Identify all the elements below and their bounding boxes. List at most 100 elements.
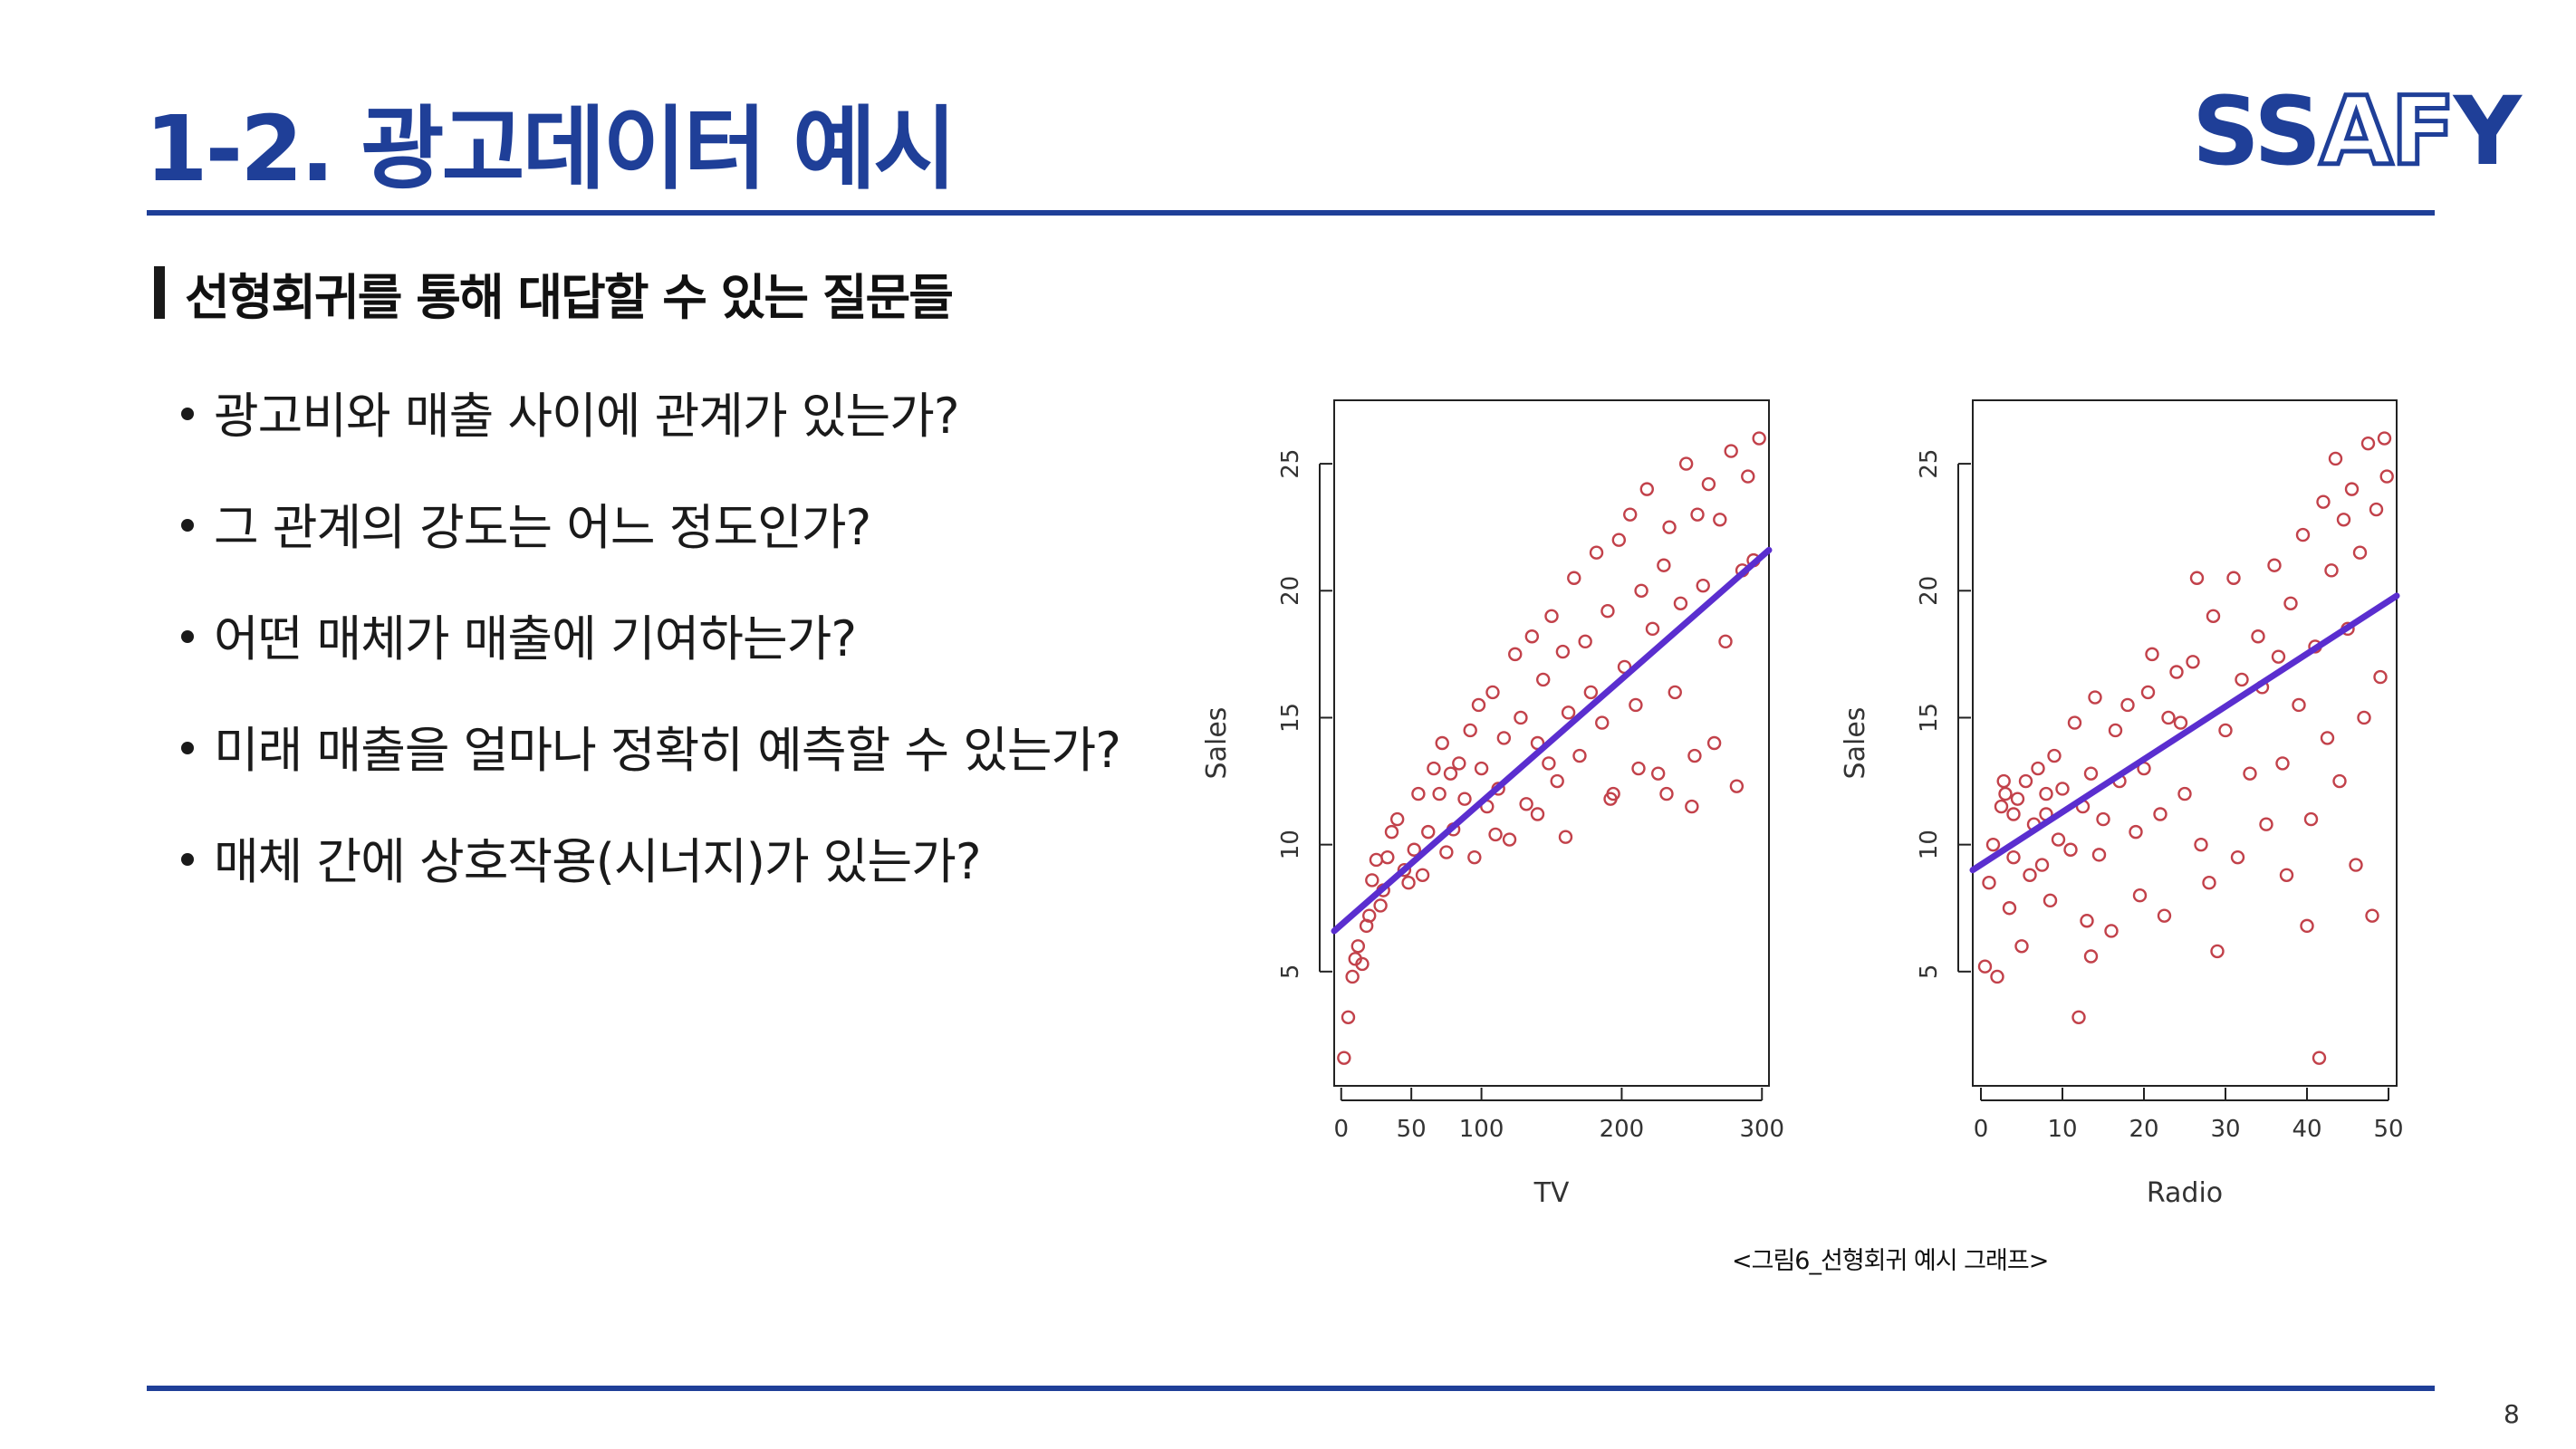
chart1-data-point xyxy=(1572,748,1587,763)
chart1-data-point xyxy=(1488,827,1503,842)
chart1-y-axis-label: Sales xyxy=(1201,707,1233,780)
chart2-data-point xyxy=(1977,959,1993,974)
subheading-text: 선형회귀를 통해 대답할 수 있는 질문들 xyxy=(185,268,954,326)
chart2-data-point xyxy=(1985,837,2001,852)
chart1-data-point xyxy=(1555,644,1571,659)
chart1-data-point xyxy=(1631,761,1646,776)
chart2-data-point xyxy=(2283,596,2298,610)
footer-divider xyxy=(147,1386,2435,1391)
chart2-data-point xyxy=(2096,811,2110,827)
chart2-data-point xyxy=(2235,672,2249,687)
chart1-data-point xyxy=(1502,832,1517,847)
chart1-x-tick-label: 0 xyxy=(1333,1116,1349,1143)
chart2-data-point xyxy=(2006,849,2021,865)
chart1-data-point xyxy=(1345,969,1360,984)
chart2-data-point xyxy=(2083,766,2099,781)
chart1-data-point xyxy=(1411,786,1426,801)
question-text: 매체 간에 상호작용(시너지)가 있는가? xyxy=(214,833,981,890)
bullet-dot-icon xyxy=(181,630,194,644)
chart2-data-point xyxy=(2243,766,2257,781)
chart2-data-point xyxy=(2357,710,2371,725)
chart2-data-point xyxy=(2271,649,2286,664)
chart2-data-point xyxy=(2344,482,2360,496)
chart1-data-point xyxy=(1373,898,1388,913)
chart2-data-point xyxy=(2010,792,2025,806)
logo-text-part2: AF xyxy=(2318,76,2458,187)
chart2-data-point xyxy=(2006,807,2021,821)
chart1-data-point xyxy=(1673,596,1688,610)
chart2-data-point xyxy=(2360,436,2376,451)
chart2-x-tick-label: 20 xyxy=(2129,1116,2158,1143)
chart2-data-point xyxy=(2320,731,2335,745)
chart1-y-tick-label: 10 xyxy=(1277,830,1304,859)
chart1-data-point xyxy=(1463,723,1477,738)
chart2-data-point xyxy=(2300,918,2314,934)
chart1-data-point xyxy=(1407,842,1421,857)
chart1-data-point xyxy=(1634,583,1648,598)
chart2-data-point xyxy=(2018,773,2033,789)
chart2-x-tick-label: 10 xyxy=(2047,1116,2077,1143)
chart1-data-point xyxy=(1668,685,1682,700)
chart1-data-point xyxy=(1401,876,1416,890)
chart2-y-tick-label: 10 xyxy=(1916,830,1943,859)
chart2-data-point xyxy=(2080,914,2094,928)
chart1-data-point xyxy=(1355,956,1370,972)
chart2-x-tick-label: 40 xyxy=(2292,1116,2321,1143)
chart1-data-point xyxy=(1452,756,1466,771)
chart2-data-point xyxy=(2275,756,2290,771)
chart2-data-point xyxy=(2067,715,2082,730)
chart2-data-point xyxy=(2328,451,2343,466)
chart1-data-point xyxy=(1397,862,1412,878)
chart1-data-point xyxy=(1687,748,1702,763)
question-text: 어떤 매체가 매출에 기여하는가? xyxy=(214,610,857,667)
bullet-dot-icon xyxy=(181,742,194,755)
chart2-data-point xyxy=(2349,858,2363,872)
bullet-dot-icon xyxy=(181,853,194,867)
chart1-data-point xyxy=(1701,476,1716,492)
chart1-data-point xyxy=(1530,807,1545,821)
header-divider xyxy=(147,210,2435,216)
chart1-data-point xyxy=(1496,731,1512,745)
chart2-data-point xyxy=(1998,786,2013,801)
chart2-data-point xyxy=(2189,571,2205,585)
chart2-data-point xyxy=(2023,868,2037,882)
chart2-data-point xyxy=(2132,888,2148,903)
chart1-data-point xyxy=(1550,773,1564,789)
chart2-data-point xyxy=(2169,665,2184,679)
chart2-y-tick-label: 5 xyxy=(1916,964,1943,980)
chart2-data-point xyxy=(2251,629,2265,644)
chart1-data-point xyxy=(1389,811,1405,827)
chart2-data-point xyxy=(2088,690,2102,705)
chart2-data-point xyxy=(2316,494,2331,509)
chart2-data-point xyxy=(2336,513,2351,527)
chart2-data-point xyxy=(2129,824,2143,840)
chart1-y-tick-label: 20 xyxy=(1277,576,1304,606)
chart1-data-point xyxy=(1696,578,1710,593)
chart2-data-point xyxy=(2210,944,2225,959)
chart1-data-point xyxy=(1362,908,1377,923)
chart2-data-point xyxy=(2091,848,2107,862)
chart2-y-tick-label: 25 xyxy=(1916,449,1943,479)
chart2-data-point xyxy=(2153,807,2167,821)
question-item: 매체 간에 상호작용(시너지)가 있는가? xyxy=(181,830,1120,942)
chart1-data-point xyxy=(1690,507,1705,522)
chart2-data-point xyxy=(2303,811,2319,827)
chart1-data-point xyxy=(1435,735,1449,751)
chart1-x-tick-label: 50 xyxy=(1397,1116,1427,1143)
chart1-data-point xyxy=(1443,766,1458,781)
chart1-data-point xyxy=(1724,444,1738,458)
chart1-data-point xyxy=(1421,824,1436,840)
subheading-marker xyxy=(154,266,165,319)
question-text: 그 관계의 강도는 어느 정도인가? xyxy=(214,499,871,556)
chart1-data-point xyxy=(1713,513,1727,527)
logo-text-part3: Y xyxy=(2453,76,2522,187)
chart2-data-point xyxy=(2292,697,2306,713)
chart2-data-point xyxy=(2104,924,2119,938)
chart2-data-point xyxy=(1990,969,2004,984)
chart2-data-point xyxy=(2369,502,2384,517)
chart1-data-point xyxy=(1595,715,1610,730)
chart2-x-tick-label: 50 xyxy=(2373,1116,2403,1143)
chart2-data-point xyxy=(2120,697,2135,713)
chart1-data-point xyxy=(1567,571,1581,585)
chart2-x-tick-label: 30 xyxy=(2210,1116,2240,1143)
